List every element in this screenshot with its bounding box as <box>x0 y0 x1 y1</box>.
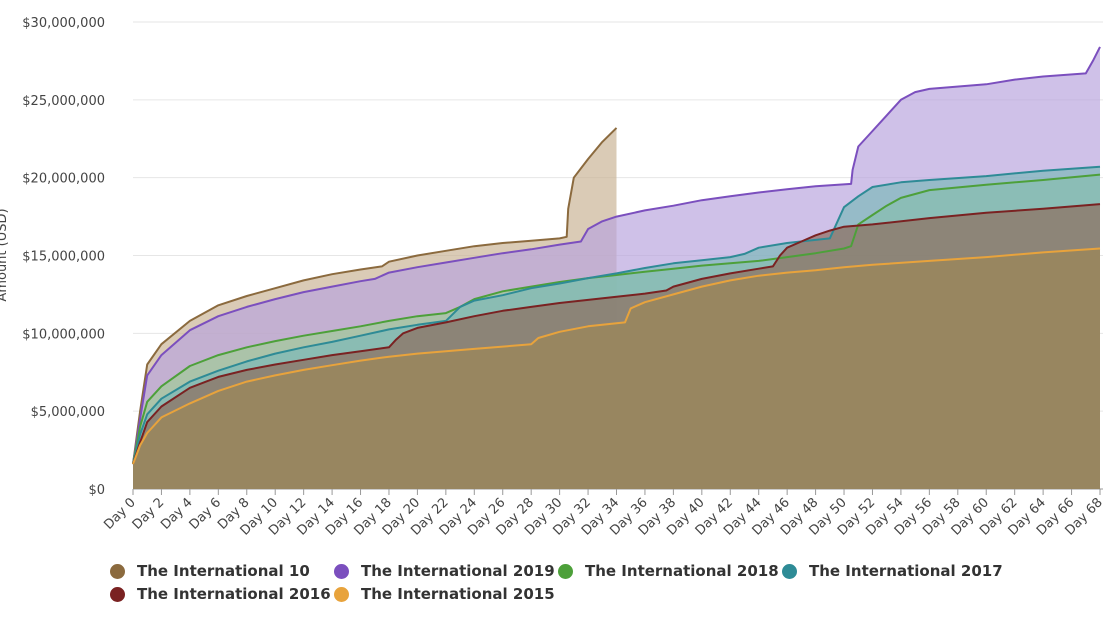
legend-label: The International 2015 <box>361 585 555 603</box>
series-line[interactable] <box>132 46 1101 465</box>
legend-marker <box>334 563 349 579</box>
series-line[interactable] <box>132 165 1101 465</box>
y-tick-label: $0 <box>88 483 105 498</box>
legend-marker <box>558 563 573 579</box>
legend-item[interactable]: The International 2017 <box>782 562 1003 580</box>
y-axis-label: Amount (USD) <box>0 208 10 301</box>
legend-item[interactable]: The International 2016 <box>110 585 331 603</box>
series-line[interactable] <box>132 127 618 465</box>
series-lines <box>132 46 1101 465</box>
legend-label: The International 2016 <box>137 585 331 603</box>
legend-item[interactable]: The International 2018 <box>558 562 779 580</box>
y-tick-label: $15,000,000 <box>22 250 105 265</box>
legend-marker <box>334 586 349 602</box>
series-line[interactable] <box>132 247 1101 465</box>
legend-item[interactable]: The International 2019 <box>334 562 555 580</box>
series-areas <box>133 46 1100 490</box>
legend-label: The International 10 <box>137 562 310 580</box>
y-tick-label: $20,000,000 <box>22 172 105 187</box>
x-tick-label: Day 6 <box>187 495 225 533</box>
x-tick-label: Day 2 <box>130 495 168 533</box>
legend-item[interactable]: The International 10 <box>110 562 310 580</box>
legend-item[interactable]: The International 2015 <box>334 585 555 603</box>
legend-label: The International 2017 <box>809 562 1003 580</box>
prize-pool-area-chart: $0 $5,000,000 $10,000,000 $15,000,000 $20,00… <box>0 16 1103 539</box>
legend-label: The International 2018 <box>585 562 779 580</box>
x-tick-label: Day 4 <box>158 495 196 533</box>
legend-marker <box>782 563 797 579</box>
series-area <box>133 248 1100 489</box>
y-tick-label: $25,000,000 <box>22 94 105 109</box>
y-tick-label: $30,000,000 <box>22 16 105 31</box>
series-line[interactable] <box>132 203 1101 465</box>
legend-marker <box>110 563 125 579</box>
y-tick-label: $5,000,000 <box>31 405 105 420</box>
legend-marker <box>110 586 125 602</box>
legend-label: The International 2019 <box>361 562 555 580</box>
x-tick-label: Day 0 <box>101 495 139 533</box>
y-tick-label: $10,000,000 <box>22 327 105 342</box>
